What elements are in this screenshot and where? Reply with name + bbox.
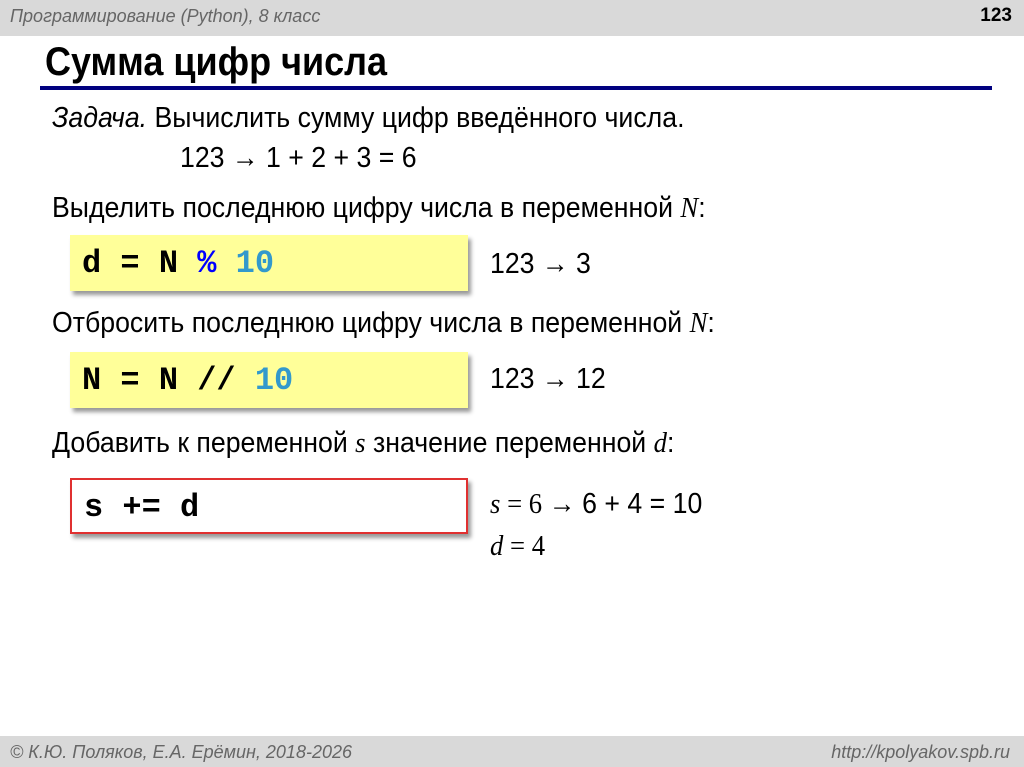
colon: : <box>698 192 706 224</box>
task-text: Задача. Вычислить сумму цифр введённого … <box>52 102 684 135</box>
task-example: 123 → 1 + 2 + 3 = 6 <box>180 142 417 174</box>
title-rule <box>40 86 992 90</box>
code-box-1: d = N % 10 <box>70 235 468 291</box>
header-bar <box>0 0 1024 36</box>
step1-result: 123 → 3 <box>490 248 591 280</box>
code-number: 10 <box>216 245 275 282</box>
step2-text: Отбросить последнюю цифру числа в переме… <box>52 307 715 340</box>
code-line: s += d <box>84 489 200 526</box>
step3-label2: значение переменной <box>365 427 654 459</box>
colon: : <box>707 307 715 339</box>
s-calc: 6 + 4 = 10 <box>582 488 703 520</box>
course-title: Программирование (Python), 8 класс <box>10 6 321 26</box>
code-part: d = N <box>82 245 198 282</box>
step1-var: N <box>680 192 699 224</box>
d-eq: = 4 <box>503 530 546 562</box>
colon: : <box>666 427 675 459</box>
code-line: d = N % 10 <box>82 245 274 282</box>
page-number: 123 <box>980 5 1012 26</box>
step2-result: 123 → 12 <box>490 363 606 395</box>
step3-text: Добавить к переменной s значение перемен… <box>52 427 674 460</box>
copyright: © К.Ю. Поляков, Е.А. Ерёмин, 2018-2026 <box>10 742 352 762</box>
task-body: Вычислить сумму цифр введённого числа. <box>147 102 685 134</box>
code-operator: % <box>197 245 217 282</box>
var-d: d <box>490 530 504 562</box>
step1-text: Выделить последнюю цифру числа в перемен… <box>52 192 706 225</box>
step3-result-d: d = 4 <box>490 530 545 563</box>
footer-bar <box>0 736 1024 767</box>
slide-title: Сумма цифр числа <box>45 40 388 84</box>
code-number: 10 <box>254 362 294 399</box>
code-box-2: N = N // 10 <box>70 352 468 408</box>
step1-label: Выделить последнюю цифру числа в перемен… <box>52 192 681 224</box>
step3-label: Добавить к переменной <box>52 427 356 459</box>
s-eq: = 6 → <box>500 488 583 520</box>
site-link[interactable]: http://kpolyakov.spb.ru <box>831 742 1010 762</box>
code-box-3: s += d <box>70 478 468 534</box>
task-label: Задача. <box>52 102 148 134</box>
step3-var2: d <box>653 427 667 459</box>
step2-var: N <box>689 307 708 339</box>
code-line: N = N // 10 <box>82 362 293 399</box>
var-s: s <box>490 488 501 520</box>
step3-result-s: s = 6 → 6 + 4 = 10 <box>490 488 702 521</box>
code-part: N = N // <box>82 362 255 399</box>
step3-var: s <box>355 427 366 459</box>
step2-label: Отбросить последнюю цифру числа в переме… <box>52 307 690 339</box>
